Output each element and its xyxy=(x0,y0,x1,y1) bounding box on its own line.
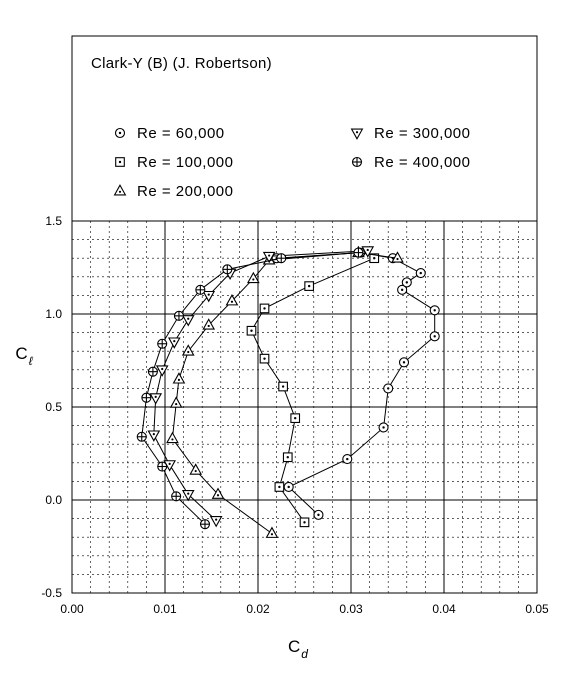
legend-item: Re = 300,000 xyxy=(350,125,471,142)
data-point xyxy=(299,517,310,528)
data-point xyxy=(369,253,380,264)
legend: Re = 60,000 Re = 100,000 Re = 200,000 Re = … xyxy=(113,125,471,200)
x-tick-label: 0.01 xyxy=(153,602,177,616)
data-point xyxy=(211,487,225,499)
data-point xyxy=(383,383,394,394)
legend-label: Re = 400,000 xyxy=(374,154,471,171)
data-point xyxy=(398,357,410,368)
data-point xyxy=(157,338,168,349)
data-point xyxy=(247,271,260,284)
data-point xyxy=(222,264,233,275)
x-tick-label: 0.00 xyxy=(60,602,84,616)
data-point xyxy=(225,294,239,306)
series-2 xyxy=(246,253,380,528)
data-point xyxy=(391,251,404,263)
data-point xyxy=(155,365,169,377)
y-tick-label: 1.0 xyxy=(45,307,62,321)
data-point xyxy=(274,482,285,492)
data-point xyxy=(262,251,276,264)
major-grid xyxy=(72,221,537,593)
data-point xyxy=(290,413,301,424)
data-point xyxy=(157,461,168,472)
x-axis-label: Cd xyxy=(288,637,308,661)
legend-label: Re = 200,000 xyxy=(137,183,234,200)
data-point xyxy=(195,284,206,295)
chart-title: Clark-Y (B) (J. Robertson) xyxy=(91,55,272,72)
plot-frame xyxy=(71,35,538,594)
legend-item: Re = 200,000 xyxy=(113,183,234,200)
legend-label: Re = 100,000 xyxy=(137,154,234,171)
data-point xyxy=(265,526,279,538)
data-point xyxy=(415,268,426,279)
legend-item: Re = 400,000 xyxy=(351,154,471,171)
data-point xyxy=(353,247,364,258)
series-5 xyxy=(136,247,364,530)
data-point xyxy=(166,431,179,444)
legend-marker xyxy=(350,128,364,140)
y-tick-label: 0.5 xyxy=(45,400,62,414)
series-4 xyxy=(147,246,375,528)
legend-label: Re = 60,000 xyxy=(137,125,225,142)
data-point xyxy=(141,392,152,403)
series-layer xyxy=(136,245,440,538)
legend-marker xyxy=(351,156,363,168)
data-point xyxy=(429,305,440,316)
series-line xyxy=(153,250,368,521)
data-point xyxy=(136,431,147,442)
data-point xyxy=(172,372,186,384)
data-point xyxy=(304,281,315,291)
y-tick-label: 0.0 xyxy=(45,493,62,507)
data-point xyxy=(181,489,195,502)
data-point xyxy=(246,325,257,336)
series-line xyxy=(141,252,359,525)
data-point xyxy=(147,366,158,377)
data-point xyxy=(202,318,216,330)
data-point xyxy=(429,331,440,342)
legend-item: Re = 100,000 xyxy=(115,154,234,171)
data-point xyxy=(378,422,389,433)
data-point xyxy=(282,452,293,463)
series-line xyxy=(250,257,375,523)
data-point xyxy=(283,481,294,493)
y-tick-label: -0.5 xyxy=(41,586,62,600)
data-point xyxy=(397,284,408,295)
data-point xyxy=(167,337,181,349)
data-point xyxy=(401,277,412,288)
data-point xyxy=(313,509,324,520)
data-point xyxy=(278,381,288,392)
y-tick-label: 1.5 xyxy=(45,214,62,228)
data-point xyxy=(361,246,375,258)
data-point xyxy=(189,463,203,475)
data-point xyxy=(276,253,287,264)
tick-labels: 0.00 0.01 0.02 0.03 0.04 0.05 -0.5 0.0 0.5 1.0 1.5 xyxy=(41,214,549,616)
series-1 xyxy=(271,247,440,520)
data-point xyxy=(173,310,184,321)
x-tick-label: 0.02 xyxy=(246,602,270,616)
data-point xyxy=(202,290,216,303)
data-point xyxy=(147,430,161,442)
data-point xyxy=(169,396,183,408)
data-point xyxy=(199,519,211,530)
x-tick-label: 0.03 xyxy=(339,602,363,616)
x-tick-label: 0.04 xyxy=(432,602,456,616)
data-point xyxy=(171,491,182,502)
legend-marker xyxy=(113,184,127,196)
data-point xyxy=(149,393,163,405)
data-point xyxy=(181,315,195,327)
legend-marker xyxy=(114,127,126,139)
data-point xyxy=(181,344,195,356)
legend-label: Re = 300,000 xyxy=(374,125,471,142)
data-point xyxy=(342,454,353,465)
series-line xyxy=(276,252,436,516)
legend-marker xyxy=(115,157,125,167)
data-point xyxy=(209,516,223,528)
data-point xyxy=(259,353,270,364)
legend-item: Re = 60,000 xyxy=(114,125,225,142)
y-axis-label: Cℓ xyxy=(15,344,33,368)
data-point xyxy=(259,303,270,314)
x-tick-label: 0.05 xyxy=(525,602,549,616)
